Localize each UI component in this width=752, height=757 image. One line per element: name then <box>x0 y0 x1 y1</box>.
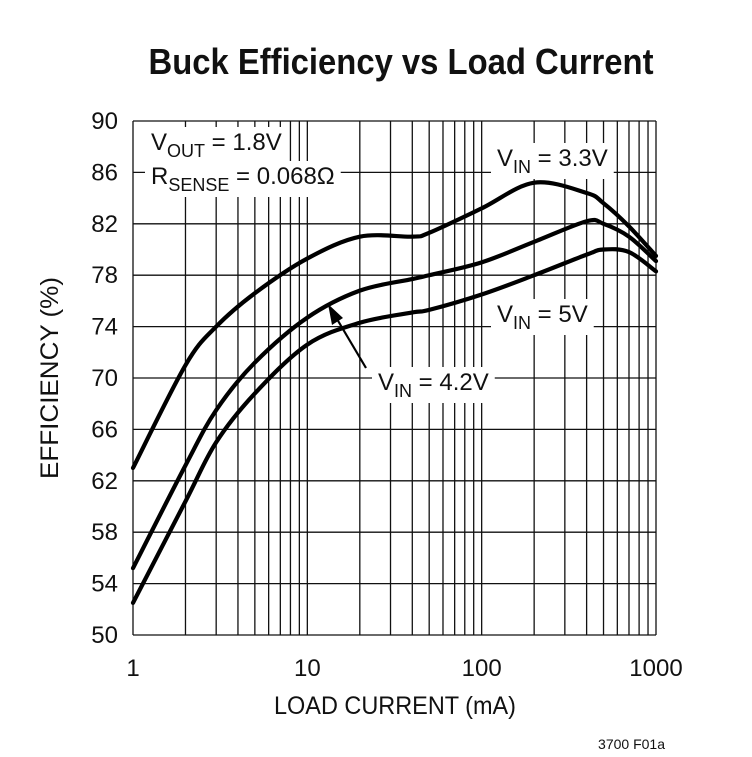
label-background <box>145 127 288 163</box>
chart-title: Buck Efficiency vs Load Current <box>149 41 654 82</box>
label-background <box>372 367 495 403</box>
subscript: IN <box>394 381 412 401</box>
arrow <box>328 304 367 369</box>
y-tick-label: 62 <box>91 468 118 495</box>
efficiency-curve <box>130 217 659 571</box>
annotation: RSENSE = 0.068Ω <box>151 163 335 195</box>
y-tick-label: 82 <box>91 211 118 238</box>
x-tick-label: 1 <box>126 655 139 682</box>
arrow-head <box>328 304 343 325</box>
y-tick-label: 74 <box>91 314 118 341</box>
efficiency-curve <box>130 180 659 471</box>
label-background <box>491 299 594 335</box>
label-text: = 4.2V <box>412 369 489 396</box>
annotation: VOUT = 1.8V <box>151 129 282 161</box>
label-text: V <box>497 301 513 328</box>
subscript: OUT <box>167 141 205 161</box>
footnote: 3700 F01a <box>598 736 665 752</box>
y-tick-label: 78 <box>91 262 118 289</box>
y-tick-label: 86 <box>91 159 118 186</box>
x-tick-label: 1000 <box>629 655 682 682</box>
subscript: SENSE <box>168 175 229 195</box>
arrow-line <box>333 313 367 369</box>
series-label: VIN = 4.2V <box>378 369 489 401</box>
y-tick-label: 90 <box>91 108 118 135</box>
label-text: R <box>151 163 168 190</box>
curves <box>130 180 659 605</box>
label-background <box>145 161 341 197</box>
label-background <box>491 143 614 179</box>
subscript: IN <box>513 313 531 333</box>
y-tick-label: 50 <box>91 622 118 649</box>
label-text: V <box>497 145 513 172</box>
label-text: = 1.8V <box>205 129 282 156</box>
y-tick-label: 58 <box>91 519 118 546</box>
series-label: VIN = 3.3V <box>497 145 608 177</box>
x-tick-label: 10 <box>294 655 321 682</box>
x-tick-label: 100 <box>462 655 502 682</box>
efficiency-curve <box>130 247 659 605</box>
y-tick-label: 66 <box>91 416 118 443</box>
label-text: = 5V <box>531 301 588 328</box>
y-tick-label: 54 <box>91 571 118 598</box>
subscript: IN <box>513 157 531 177</box>
series-label: VIN = 5V <box>497 301 588 333</box>
y-axis-label: EFFICIENCY (%) <box>36 277 64 479</box>
label-text: V <box>378 369 394 396</box>
label-text: = 0.068Ω <box>229 163 334 190</box>
label-text: = 3.3V <box>531 145 608 172</box>
x-axis-label: LOAD CURRENT (mA) <box>274 692 516 720</box>
y-tick-label: 70 <box>91 365 118 392</box>
label-text: V <box>151 129 167 156</box>
